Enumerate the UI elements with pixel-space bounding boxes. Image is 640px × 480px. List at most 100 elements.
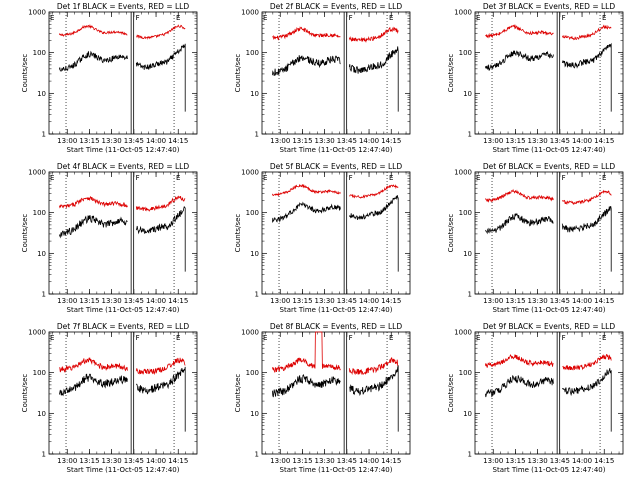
panel-det-8: Det 8f BLACK = Events, RED = LLD 1 10 100 10… [234, 322, 411, 474]
y-tick-label: 10 [250, 410, 259, 418]
marker-e-label: E [389, 334, 393, 342]
corner-e-label: E [476, 174, 480, 182]
y-axis-label: Counts/sec [234, 54, 242, 93]
x-tick-label: 14:00 [359, 137, 379, 145]
marker-f-label: F [136, 174, 140, 182]
corner-e-label: E [476, 334, 480, 342]
marker-e-label: E [602, 174, 606, 182]
events-series-line [136, 366, 186, 432]
panel-title: Det 2f BLACK = Events, RED = LLD [270, 2, 403, 11]
plot-frame [48, 331, 198, 455]
x-tick-label: 13:15 [505, 137, 525, 145]
panel-title: Det 7f BLACK = Events, RED = LLD [57, 322, 190, 331]
lld-series-line [485, 354, 554, 368]
x-axis-label: Start Time (11-Oct-05 12:47:40) [280, 306, 393, 314]
x-tick-label: 13:30 [528, 457, 548, 465]
y-axis-label: Counts/sec [447, 374, 455, 413]
y-tick-label: 1000 [454, 9, 472, 17]
x-tick-label: 13:00 [483, 297, 503, 305]
lld-series-line [272, 183, 341, 197]
x-tick-label: 14:15 [168, 297, 188, 305]
y-tick-label: 100 [459, 49, 472, 57]
lld-series-line [561, 24, 612, 41]
events-series-line [59, 215, 128, 239]
events-series-line [485, 212, 554, 235]
panel-title: Det 8f BLACK = Events, RED = LLD [270, 322, 403, 331]
events-series-line [561, 42, 612, 112]
corner-e-label: E [263, 14, 267, 22]
x-tick-label: 13:15 [505, 457, 525, 465]
y-tick-label: 1000 [241, 169, 259, 177]
marker-e-label: E [389, 14, 393, 22]
panel-title: Det 9f BLACK = Events, RED = LLD [483, 322, 616, 331]
corner-e-label: E [476, 14, 480, 22]
lld-series-line [59, 356, 128, 373]
marker-f-label: F [349, 174, 353, 182]
x-tick-label: 13:00 [483, 137, 503, 145]
panel-det-9: Det 9f BLACK = Events, RED = LLD 1 10 100 10… [447, 322, 624, 474]
y-tick-label: 100 [459, 209, 472, 217]
corner-e-label: E [50, 334, 54, 342]
y-tick-label: 100 [33, 369, 46, 377]
plot-frame [261, 11, 411, 135]
lld-series-line [272, 331, 341, 373]
x-tick-label: 13:45 [550, 457, 570, 465]
x-tick-label: 13:30 [102, 457, 122, 465]
y-axis-label: Counts/sec [447, 214, 455, 253]
y-tick-label: 1000 [454, 329, 472, 337]
y-axis-label: Counts/sec [234, 214, 242, 253]
lld-series-line [135, 357, 186, 376]
x-tick-label: 13:15 [79, 137, 99, 145]
panel-det-6: Det 6f BLACK = Events, RED = LLD 1 10 100 10… [447, 162, 624, 314]
marker-e-label: E [176, 174, 180, 182]
y-tick-label: 10 [250, 250, 259, 258]
x-tick-label: 14:00 [572, 297, 592, 305]
x-tick-label: 14:15 [168, 137, 188, 145]
events-series-line [272, 55, 341, 77]
x-axis-label: Start Time (11-Oct-05 12:47:40) [280, 146, 393, 154]
lld-series-line [348, 357, 399, 376]
y-tick-label: 1 [468, 131, 472, 139]
y-tick-label: 1 [42, 131, 46, 139]
y-tick-label: 100 [246, 209, 259, 217]
y-tick-label: 10 [463, 410, 472, 418]
marker-f-label: F [136, 14, 140, 22]
y-tick-label: 10 [37, 410, 46, 418]
x-tick-label: 13:45 [337, 297, 357, 305]
y-tick-label: 1 [42, 291, 46, 299]
lld-series-line [348, 26, 399, 43]
marker-e-label: E [602, 14, 606, 22]
plot-frame [474, 331, 624, 455]
events-series-line [485, 50, 554, 71]
y-tick-label: 1000 [28, 9, 46, 17]
events-series-line [135, 43, 186, 112]
x-tick-label: 13:45 [124, 297, 144, 305]
y-tick-label: 1 [255, 131, 259, 139]
events-series-line [485, 374, 554, 398]
lld-series-line [485, 188, 554, 203]
x-tick-label: 13:30 [528, 297, 548, 305]
lld-series-line [135, 195, 186, 212]
y-axis-label: Counts/sec [21, 54, 29, 93]
x-tick-label: 13:15 [292, 297, 312, 305]
y-tick-label: 1 [255, 451, 259, 459]
x-tick-label: 13:30 [315, 297, 335, 305]
x-tick-label: 14:00 [146, 457, 166, 465]
x-tick-label: 14:15 [381, 297, 401, 305]
lld-series-line [349, 184, 399, 199]
y-tick-label: 1000 [241, 9, 259, 17]
x-axis-label: Start Time (11-Oct-05 12:47:40) [493, 466, 606, 474]
y-tick-label: 100 [33, 209, 46, 217]
panel-det-3: Det 3f BLACK = Events, RED = LLD 1 10 100 10… [447, 2, 624, 154]
x-tick-label: 14:00 [359, 297, 379, 305]
events-series-line [348, 195, 399, 272]
x-tick-label: 13:45 [550, 297, 570, 305]
events-series-line [59, 373, 128, 397]
x-tick-label: 14:15 [594, 137, 614, 145]
marker-f-label: F [136, 334, 140, 342]
marker-e-label: E [602, 334, 606, 342]
x-axis-label: Start Time (11-Oct-05 12:47:40) [280, 466, 393, 474]
x-tick-label: 13:45 [550, 137, 570, 145]
x-tick-label: 13:30 [315, 137, 335, 145]
